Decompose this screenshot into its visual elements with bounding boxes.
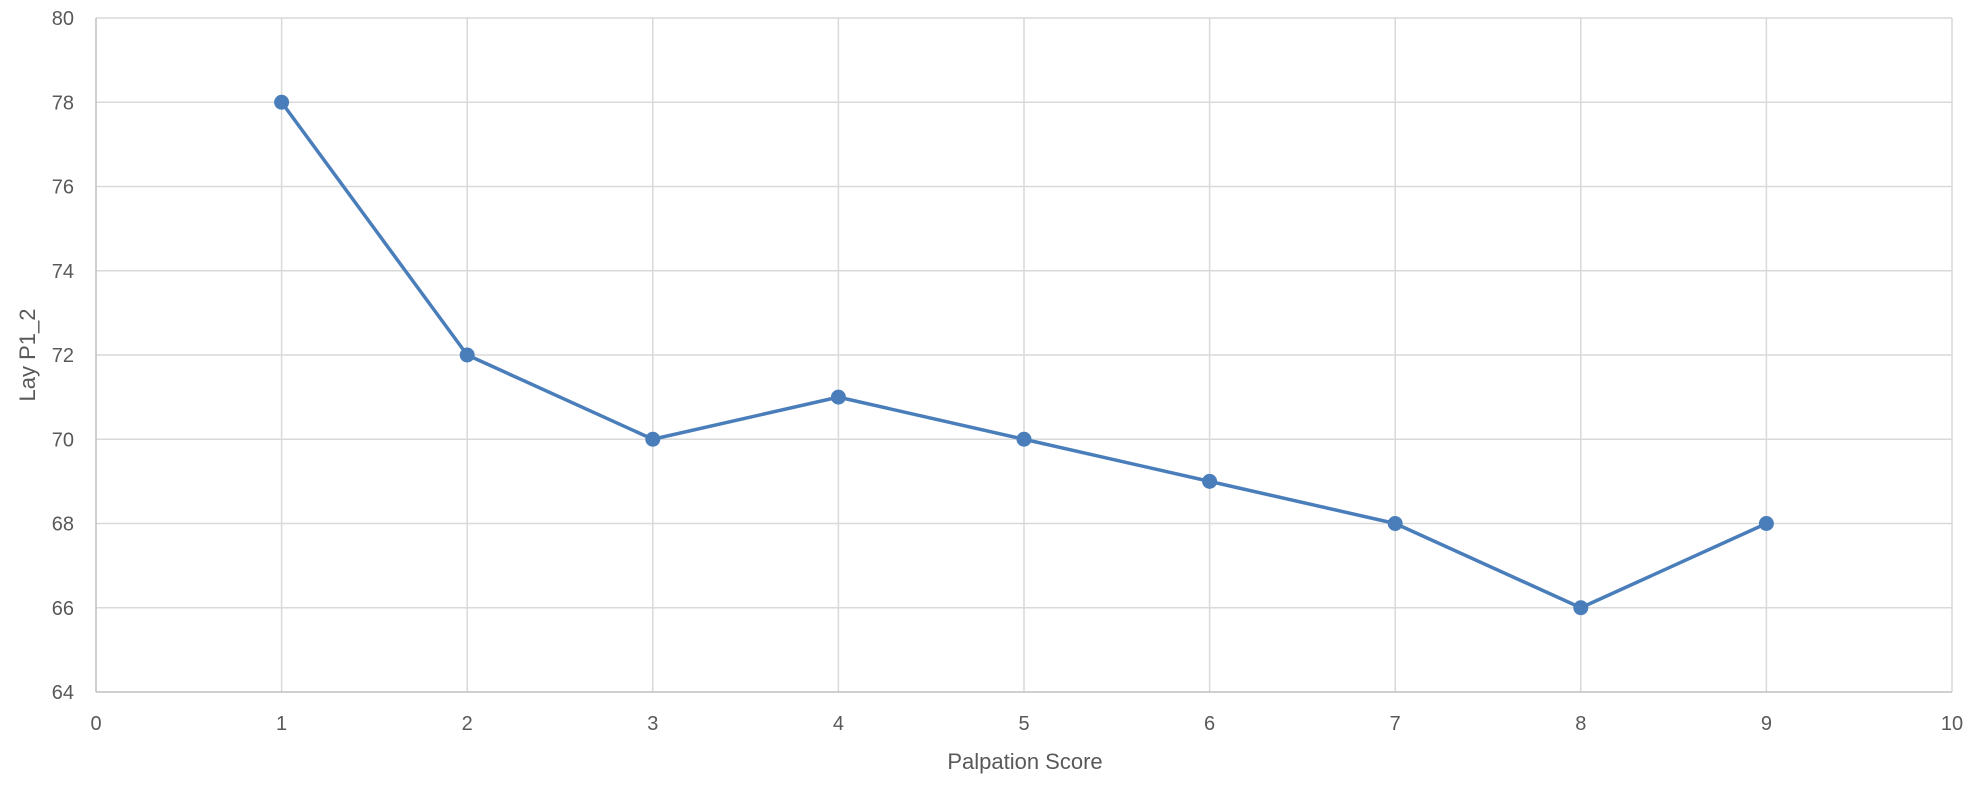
series <box>274 94 1774 616</box>
x-tick-label: 0 <box>90 713 101 735</box>
x-tick-label: 3 <box>647 713 658 735</box>
x-tick-label: 4 <box>833 713 844 735</box>
y-axis-title: Lay P1_2 <box>15 309 40 402</box>
x-tick-label: 5 <box>1018 713 1029 735</box>
x-tick-label: 6 <box>1204 713 1215 735</box>
data-point <box>1016 431 1032 447</box>
y-tick-label: 78 <box>52 92 74 114</box>
x-axis-title: Palpation Score <box>947 749 1102 774</box>
y-tick-label: 70 <box>52 429 74 451</box>
data-point <box>1387 516 1403 531</box>
y-tick-label: 64 <box>52 682 74 704</box>
data-point <box>274 94 290 110</box>
x-tick-label: 10 <box>1941 713 1963 735</box>
axes <box>95 18 1952 693</box>
y-tick-label: 68 <box>52 514 74 536</box>
x-tick-label: 2 <box>462 713 473 735</box>
y-tick-label: 72 <box>52 345 74 367</box>
y-tick-label: 74 <box>52 261 74 283</box>
x-tick-label: 7 <box>1390 713 1401 735</box>
data-point <box>459 347 475 363</box>
data-point <box>645 431 661 447</box>
data-point <box>1758 516 1774 531</box>
x-tick-label: 1 <box>276 713 287 735</box>
data-point <box>830 389 846 405</box>
y-tick-label: 66 <box>52 598 74 620</box>
x-tick-label: 9 <box>1761 713 1772 735</box>
x-tick-label: 8 <box>1575 713 1586 735</box>
y-tick-label: 76 <box>52 177 74 199</box>
y-tick-label: 80 <box>52 8 74 30</box>
data-point <box>1202 473 1218 489</box>
gridlines <box>96 17 1953 692</box>
data-point <box>1573 600 1589 616</box>
